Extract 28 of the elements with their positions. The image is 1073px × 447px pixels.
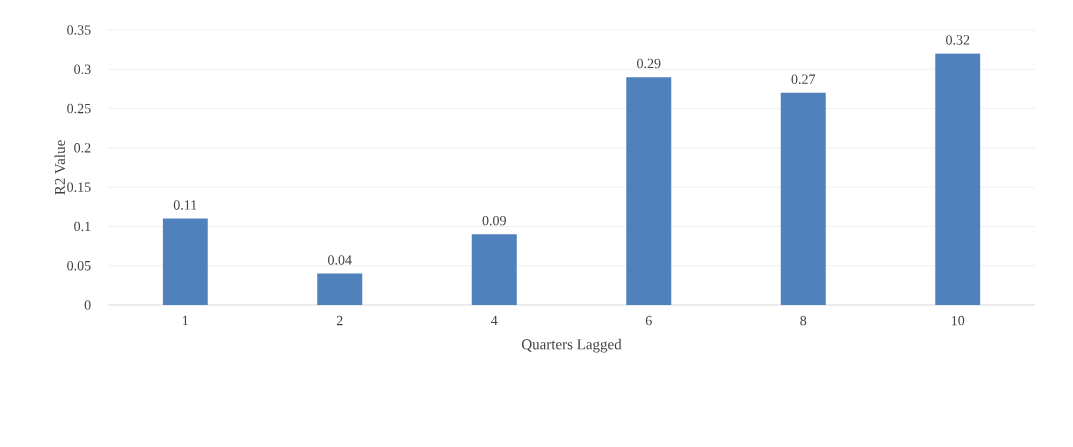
bar [471, 234, 517, 305]
x-tick-label: 4 [491, 315, 498, 326]
x-tick-label: 8 [800, 315, 807, 326]
y-tick-label: 0.05 [67, 260, 91, 271]
y-tick-label: 0 [84, 300, 91, 310]
bar [935, 53, 981, 305]
data-label: 0.27 [791, 74, 816, 84]
y-tick-label: 0.35 [67, 25, 91, 35]
y-axis-title: R2 Value [54, 140, 66, 195]
x-axis-title: Quarters Lagged [521, 338, 622, 353]
data-label: 0.32 [946, 35, 970, 45]
bar [317, 273, 363, 305]
data-label: 0.11 [173, 200, 197, 210]
bar [626, 77, 672, 305]
x-tick-label: 10 [951, 315, 965, 326]
y-tick-label: 0.3 [74, 64, 91, 75]
x-tick-label: 1 [182, 315, 188, 326]
y-tick-label: 0.2 [74, 143, 91, 153]
x-tick-label: 6 [645, 315, 652, 326]
y-tick-label: 0.15 [67, 182, 91, 192]
data-label: 0.29 [637, 58, 661, 69]
x-tick-label: 2 [336, 315, 343, 326]
y-tick-label: 0.1 [74, 221, 91, 232]
bar [780, 92, 826, 305]
y-tick-label: 0.25 [67, 103, 91, 114]
bar [162, 218, 208, 305]
data-label: 0.09 [482, 215, 506, 226]
data-label: 0.04 [328, 255, 352, 265]
